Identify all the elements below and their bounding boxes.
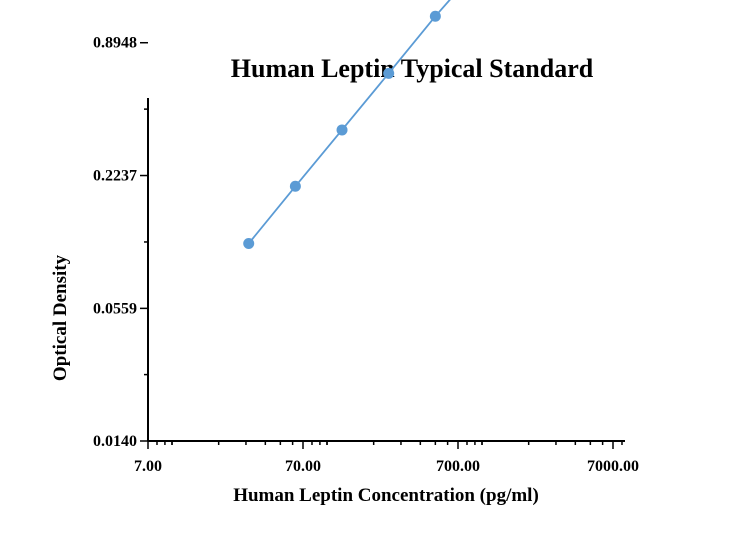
data-point xyxy=(289,180,301,192)
series-layer xyxy=(243,0,451,250)
data-point xyxy=(336,124,348,136)
x-tick-label: 7000.00 xyxy=(587,458,639,475)
y-tick-label: 0.2237 xyxy=(93,168,137,185)
x-tick-label: 7.00 xyxy=(134,458,162,475)
x-tick-label: 70.00 xyxy=(285,458,321,475)
chart-title: Human Leptin Typical Standard xyxy=(231,54,594,83)
x-axis-label: Human Leptin Concentration (pg/ml) xyxy=(233,485,539,506)
y-tick-label: 0.0140 xyxy=(93,433,137,450)
y-axis-label: Optical Density xyxy=(50,254,71,381)
x-axis-ticks: 7.00 70.00 700.00 7000.00 xyxy=(134,441,639,475)
x-tick-label: 700.00 xyxy=(436,458,480,475)
y-tick-label: 0.8948 xyxy=(93,35,137,52)
data-point xyxy=(429,10,441,22)
y-tick-label: 0.0559 xyxy=(93,300,137,317)
data-point xyxy=(243,238,255,250)
series-line xyxy=(248,0,451,245)
data-point xyxy=(383,67,395,79)
